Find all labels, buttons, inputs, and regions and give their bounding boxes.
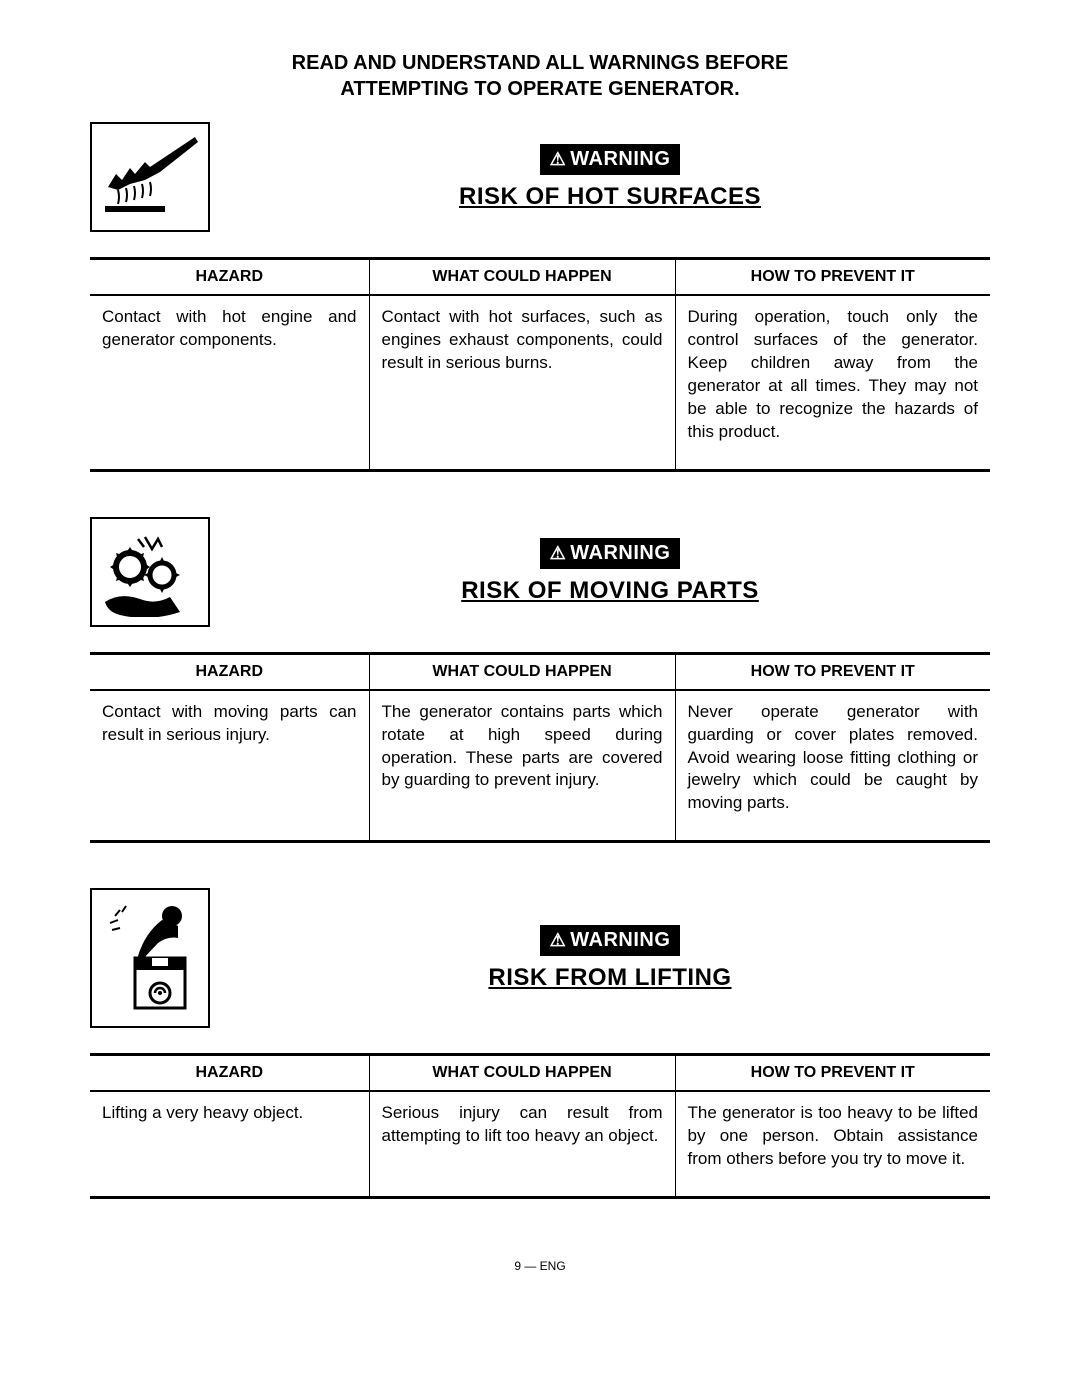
lifting-icon [90,888,210,1028]
section-moving-parts: ⚠ WARNING RISK OF MOVING PARTS HAZARD WH… [90,517,990,844]
section-header: ⚠ WARNING RISK OF HOT SURFACES [90,122,990,232]
section-hot-surfaces: ⚠ WARNING RISK OF HOT SURFACES HAZARD WH… [90,122,990,472]
risk-title: RISK OF HOT SURFACES [459,183,761,211]
warning-triangle-icon: ⚠ [550,543,567,564]
header-how-to-prevent: HOW TO PREVENT IT [675,1055,990,1092]
table-row: Contact with moving parts can result in … [90,690,990,842]
page-footer: 9 — ENG [90,1259,990,1273]
cell-how-to-prevent: During operation, touch only the control… [675,295,990,470]
header-what-could-happen: WHAT COULD HAPPEN [369,1055,675,1092]
warning-label: ⚠ WARNING [540,144,681,175]
cell-how-to-prevent: Never operate generator with guarding or… [675,690,990,842]
header-hazard: HAZARD [90,653,369,690]
hazard-table-hot-surfaces: HAZARD WHAT COULD HAPPEN HOW TO PREVENT … [90,257,990,472]
page-heading-line2: ATTEMPTING TO OPERATE GENERATOR. [90,76,990,102]
title-block: ⚠ WARNING RISK FROM LIFTING [230,888,990,1028]
section-header: ⚠ WARNING RISK FROM LIFTING [90,888,990,1028]
section-header: ⚠ WARNING RISK OF MOVING PARTS [90,517,990,627]
cell-what-could-happen: The generator contains parts which rotat… [369,690,675,842]
warning-text: WARNING [570,929,670,952]
cell-hazard: Contact with moving parts can result in … [90,690,369,842]
cell-hazard: Lifting a very heavy object. [90,1091,369,1197]
warning-label: ⚠ WARNING [540,925,681,956]
title-block: ⚠ WARNING RISK OF MOVING PARTS [230,517,990,627]
moving-parts-icon [90,517,210,627]
warning-text: WARNING [570,542,670,565]
header-what-could-happen: WHAT COULD HAPPEN [369,259,675,296]
page-heading: READ AND UNDERSTAND ALL WARNINGS BEFORE … [90,50,990,102]
hot-surface-icon [90,122,210,232]
warning-triangle-icon: ⚠ [550,149,567,170]
title-block: ⚠ WARNING RISK OF HOT SURFACES [230,122,990,232]
hazard-table-lifting: HAZARD WHAT COULD HAPPEN HOW TO PREVENT … [90,1053,990,1199]
page-heading-line1: READ AND UNDERSTAND ALL WARNINGS BEFORE [90,50,990,76]
risk-title: RISK OF MOVING PARTS [461,577,759,605]
cell-how-to-prevent: The generator is too heavy to be lifted … [675,1091,990,1197]
hazard-table-moving-parts: HAZARD WHAT COULD HAPPEN HOW TO PREVENT … [90,652,990,844]
cell-hazard: Contact with hot engine and generator co… [90,295,369,470]
header-hazard: HAZARD [90,1055,369,1092]
warning-triangle-icon: ⚠ [550,930,567,951]
warning-text: WARNING [570,148,670,171]
cell-what-could-happen: Contact with hot surfaces, such as engin… [369,295,675,470]
cell-what-could-happen: Serious injury can result from attemptin… [369,1091,675,1197]
header-what-could-happen: WHAT COULD HAPPEN [369,653,675,690]
section-lifting: ⚠ WARNING RISK FROM LIFTING HAZARD WHAT … [90,888,990,1199]
header-hazard: HAZARD [90,259,369,296]
warning-label: ⚠ WARNING [540,538,681,569]
table-row: Lifting a very heavy object. Serious inj… [90,1091,990,1197]
table-row: Contact with hot engine and generator co… [90,295,990,470]
risk-title: RISK FROM LIFTING [488,964,731,992]
header-how-to-prevent: HOW TO PREVENT IT [675,653,990,690]
header-how-to-prevent: HOW TO PREVENT IT [675,259,990,296]
